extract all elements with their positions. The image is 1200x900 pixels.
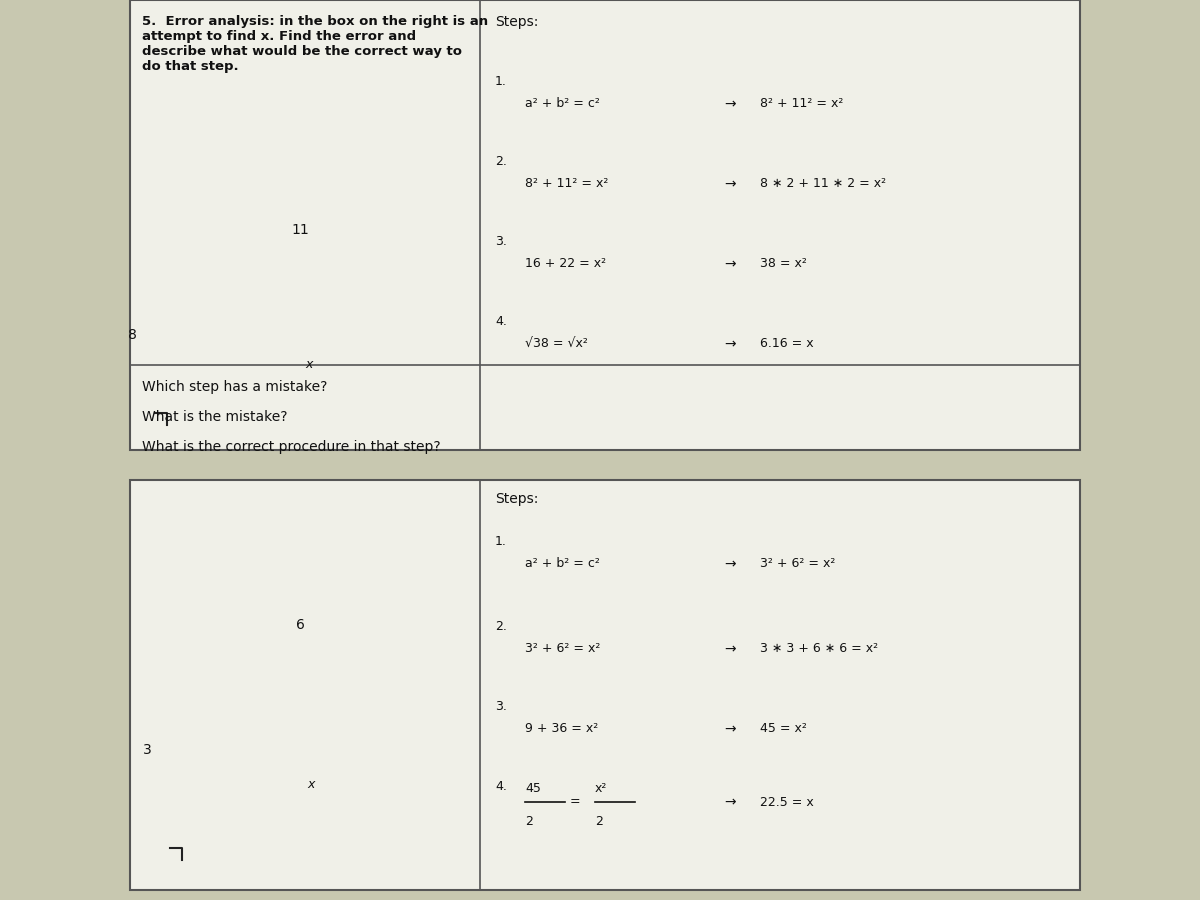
Text: 45: 45 <box>526 782 541 795</box>
Text: 5.  Error analysis: in the box on the right is an
attempt to find x. Find the er: 5. Error analysis: in the box on the rig… <box>142 15 488 73</box>
Text: →: → <box>724 177 736 191</box>
Text: 3.: 3. <box>496 235 506 248</box>
Text: 8: 8 <box>128 328 137 342</box>
Text: →: → <box>724 337 736 351</box>
Text: 4.: 4. <box>496 780 506 793</box>
Text: →: → <box>724 557 736 571</box>
Text: What is the correct procedure in that step?: What is the correct procedure in that st… <box>142 440 440 454</box>
Text: What is the mistake?: What is the mistake? <box>142 410 288 424</box>
Text: 3² + 6² = x²: 3² + 6² = x² <box>760 557 835 570</box>
Text: Which step has a mistake?: Which step has a mistake? <box>142 380 328 394</box>
Text: 1.: 1. <box>496 75 506 88</box>
Text: →: → <box>724 642 736 656</box>
Text: 2.: 2. <box>496 155 506 168</box>
Text: a² + b² = c²: a² + b² = c² <box>526 557 600 570</box>
Text: 2: 2 <box>526 815 533 828</box>
Text: 22.5 = x: 22.5 = x <box>760 796 814 808</box>
Text: →: → <box>724 257 736 271</box>
Text: 38 = x²: 38 = x² <box>760 257 806 270</box>
Text: 4.: 4. <box>496 315 506 328</box>
Text: 3: 3 <box>143 743 152 757</box>
Text: Steps:: Steps: <box>496 15 539 29</box>
Text: →: → <box>724 795 736 809</box>
Text: 8² + 11² = x²: 8² + 11² = x² <box>760 97 844 110</box>
Text: 8² + 11² = x²: 8² + 11² = x² <box>526 177 608 190</box>
Bar <box>130 480 1080 890</box>
Text: x²: x² <box>595 782 607 795</box>
Text: 16 + 22 = x²: 16 + 22 = x² <box>526 257 606 270</box>
Text: 1.: 1. <box>496 535 506 548</box>
Text: 8 ∗ 2 + 11 ∗ 2 = x²: 8 ∗ 2 + 11 ∗ 2 = x² <box>760 177 886 190</box>
Text: x: x <box>305 358 312 372</box>
Text: 45 = x²: 45 = x² <box>760 722 806 735</box>
Text: 6: 6 <box>295 618 305 632</box>
Text: x: x <box>307 778 314 791</box>
Text: →: → <box>724 97 736 111</box>
Text: Steps:: Steps: <box>496 492 539 506</box>
Text: 3² + 6² = x²: 3² + 6² = x² <box>526 642 600 655</box>
Text: 6.16 = x: 6.16 = x <box>760 337 814 350</box>
Text: 2: 2 <box>595 815 602 828</box>
Text: =: = <box>570 796 581 808</box>
Text: 9 + 36 = x²: 9 + 36 = x² <box>526 722 599 735</box>
Text: →: → <box>724 722 736 736</box>
Text: 3 ∗ 3 + 6 ∗ 6 = x²: 3 ∗ 3 + 6 ∗ 6 = x² <box>760 642 878 655</box>
Text: 11: 11 <box>292 223 308 237</box>
Text: a² + b² = c²: a² + b² = c² <box>526 97 600 110</box>
Text: 2.: 2. <box>496 620 506 633</box>
Text: √38 = √x²: √38 = √x² <box>526 337 588 350</box>
Text: 3.: 3. <box>496 700 506 713</box>
Bar <box>130 0 1080 450</box>
